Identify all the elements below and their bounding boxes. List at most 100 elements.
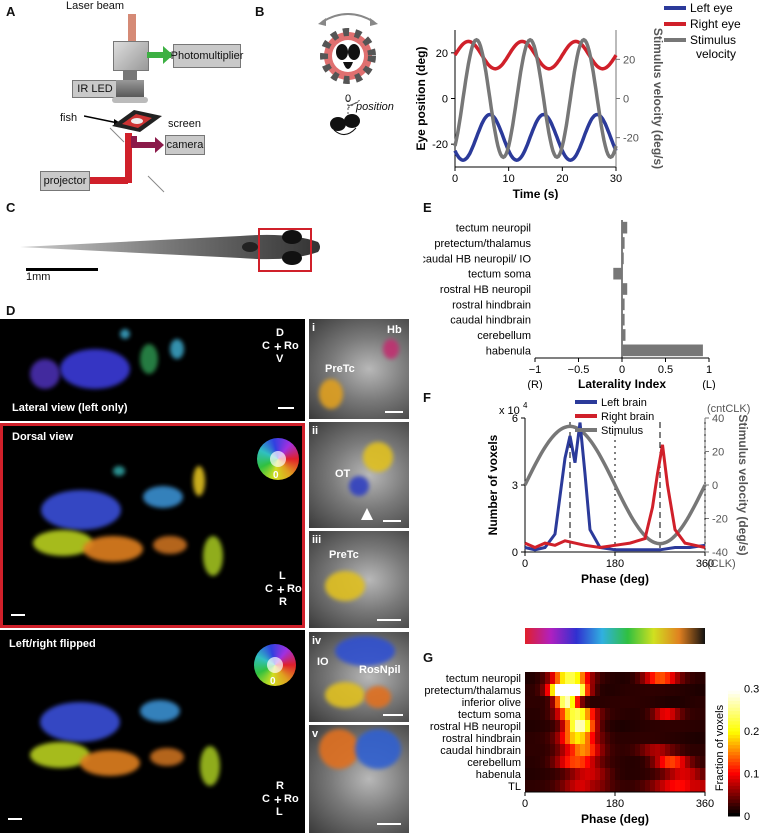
row-label: habenula	[476, 769, 522, 781]
heatmap-cell	[590, 720, 596, 733]
heatmap-cell	[620, 768, 626, 781]
colorbar-cell	[728, 799, 740, 803]
heatmap-cell	[605, 684, 611, 697]
heatmap-cell	[600, 768, 606, 781]
colorbar-cell	[728, 805, 740, 810]
y2-tick-label: 20	[623, 54, 635, 66]
scalebar	[377, 823, 401, 825]
heatmap-cell	[690, 696, 696, 709]
heatmap-cell	[635, 744, 641, 757]
heatmap-cell	[660, 696, 666, 709]
heatmap-cell	[610, 708, 616, 721]
heatmap-cell	[555, 672, 561, 685]
heatmap-cell	[620, 684, 626, 697]
heatmap-cell	[695, 696, 701, 709]
activity-blob	[319, 729, 359, 769]
heatmap-cell	[700, 780, 706, 793]
heatmap-cell	[560, 720, 566, 733]
bar	[622, 252, 624, 265]
heatmap-cell	[685, 744, 691, 757]
heatmap-cell	[640, 696, 646, 709]
colorbar-cell	[728, 768, 740, 773]
heatmap-cell	[620, 708, 626, 721]
heatmap-cell	[600, 720, 606, 733]
bar	[622, 298, 625, 311]
heatmap-cell	[675, 708, 681, 721]
heatmap-cell	[590, 708, 596, 721]
region-label-ot: OT	[335, 468, 351, 480]
heatmap-cell	[575, 684, 581, 697]
heatmap-cell	[595, 720, 601, 733]
heatmap-cell	[525, 684, 531, 697]
heatmap-cell	[565, 684, 571, 697]
heatmap-cell	[525, 696, 531, 709]
colorbar-cell	[728, 778, 740, 783]
heatmap-cell	[655, 708, 661, 721]
heatmap-cell	[685, 708, 691, 721]
heatmap-cell	[560, 780, 566, 793]
heatmap-cell	[635, 720, 641, 733]
heatmap-cell	[530, 696, 536, 709]
heatmap-cell	[700, 768, 706, 781]
colorbar-cell	[728, 731, 740, 735]
activity-blob	[383, 339, 399, 359]
ir-arrow-icon	[155, 137, 164, 153]
heatmap-cell	[575, 696, 581, 709]
heatmap-cell	[530, 780, 536, 793]
heatmap-cell	[575, 768, 581, 781]
heatmap-cell	[590, 732, 596, 745]
heatmap-cell	[650, 744, 656, 757]
heatmap-cell	[585, 732, 591, 745]
heatmap-cell	[635, 780, 641, 793]
y2-tick-label: 20	[712, 447, 724, 459]
activity-blob	[365, 686, 391, 708]
projector-box: projector	[40, 171, 90, 191]
heatmap-cell	[675, 696, 681, 709]
heatmap-cell	[675, 756, 681, 769]
y-tick-label: 20	[436, 48, 448, 60]
chart-f: 0 180 360 0 3 6 -40 -20 0 20 40 x 10 4 (cntCLK) (CLK) P…	[486, 397, 750, 586]
heatmap-cell	[545, 732, 551, 745]
heatmap-cell	[685, 756, 691, 769]
colorbar-cell	[728, 761, 740, 766]
colorbar-cell	[728, 727, 740, 732]
heatmap-cell	[540, 696, 546, 709]
heatmap-cell	[545, 768, 551, 781]
inset-number: iv	[312, 635, 322, 647]
x-tick-label: 1	[706, 364, 712, 376]
heatmap-cell	[695, 684, 701, 697]
category-label: caudal HB neuropil/ IO	[423, 253, 531, 265]
heatmap-cell	[680, 732, 686, 745]
category-label: pretectum/thalamus	[434, 238, 531, 250]
fish-image	[20, 222, 322, 272]
region-label-pretc: PreTc	[325, 363, 355, 375]
heatmap-cell	[615, 672, 621, 685]
heatmap-cell	[560, 684, 566, 697]
heatmap-cell	[610, 744, 616, 757]
heatmap-cell	[600, 756, 606, 769]
heatmap-cell	[545, 708, 551, 721]
heatmap-cell	[615, 780, 621, 793]
heatmap-cell	[670, 708, 676, 721]
heatmap-cell	[585, 780, 591, 793]
colorbar-cell	[728, 765, 740, 769]
heatmap-cell	[695, 708, 701, 721]
heatmap-cell	[690, 768, 696, 781]
activity-blob	[200, 746, 220, 786]
scalebar	[11, 614, 25, 616]
heatmap-cell	[585, 768, 591, 781]
colorbar-cell	[728, 802, 740, 807]
heatmap-cell	[615, 720, 621, 733]
scalebar	[383, 520, 401, 522]
heatmap-cell	[590, 672, 596, 685]
heatmap-cell	[625, 768, 631, 781]
heatmap-cell	[525, 756, 531, 769]
heatmap-cell	[535, 696, 541, 709]
heatmap-cell	[695, 756, 701, 769]
x-tick-label: 20	[556, 173, 568, 185]
heatmap-cell	[535, 684, 541, 697]
colorbar-cell	[728, 697, 740, 701]
panel-label-d: D	[6, 303, 16, 318]
heatmap-cell	[580, 672, 586, 685]
heatmap-cell	[625, 720, 631, 733]
